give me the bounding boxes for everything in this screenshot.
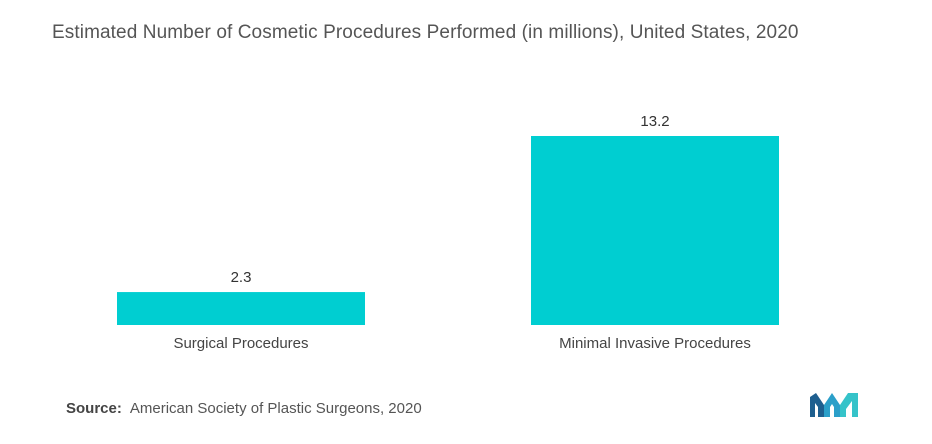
chart-title: Estimated Number of Cosmetic Procedures …	[52, 22, 799, 43]
source-note: Source: American Society of Plastic Surge…	[66, 400, 422, 417]
mordor-intelligence-logo-icon	[810, 393, 858, 417]
bar-value-label-1: 13.2	[640, 113, 669, 130]
category-label-0: Surgical Procedures	[173, 335, 308, 352]
category-label-1: Minimal Invasive Procedures	[559, 335, 751, 352]
bar-1	[531, 136, 779, 325]
source-text: American Society of Plastic Surgeons, 20…	[129, 400, 422, 417]
source-label: Source:	[66, 400, 122, 417]
bar-value-label-0: 2.3	[231, 269, 252, 286]
bar-chart: 2.3 Surgical Procedures 13.2 Minimal Invasi…	[117, 113, 779, 352]
bar-0	[117, 292, 365, 325]
